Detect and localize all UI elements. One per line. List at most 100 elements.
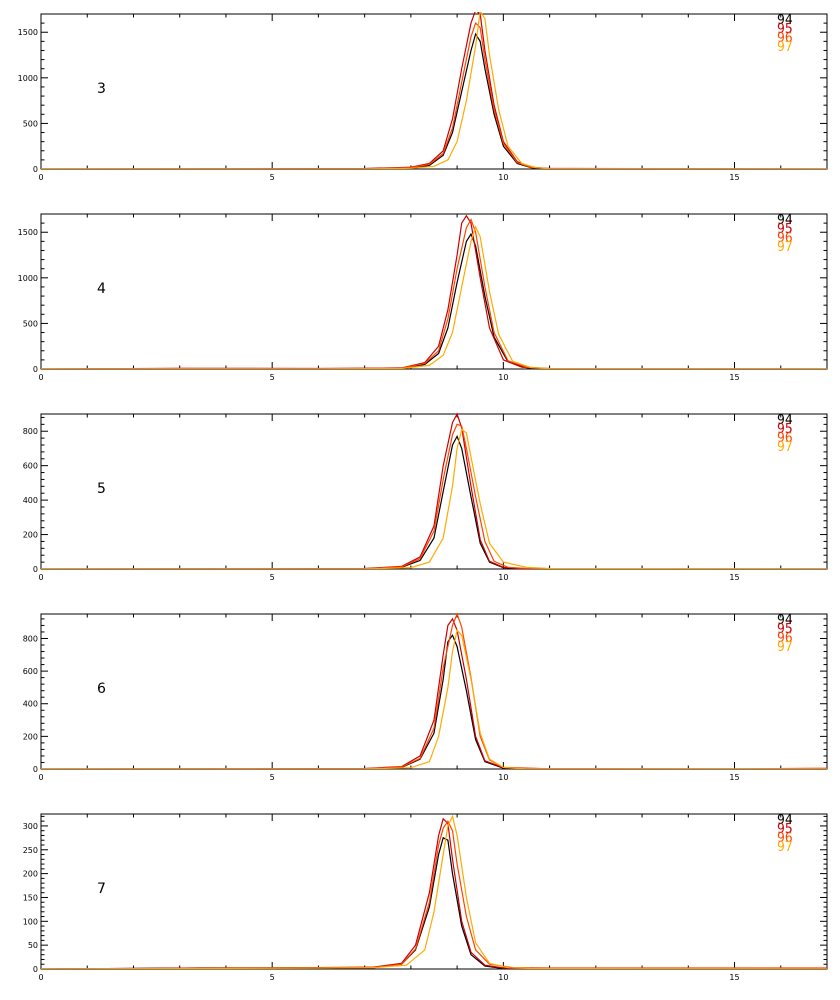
legend-entry-97: 97	[777, 40, 793, 55]
panel-label: 3	[97, 81, 106, 97]
legend-entry-96: 96	[777, 831, 793, 846]
legend-entry-95: 95	[777, 422, 793, 437]
x-tick-label: 10	[498, 773, 508, 782]
x-tick-label: 5	[270, 973, 275, 982]
y-tick-label: 200	[23, 531, 38, 540]
x-tick-label: 5	[270, 573, 275, 582]
y-tick-label: 0	[33, 965, 38, 974]
x-tick-label: 0	[38, 773, 43, 782]
panel-label: 7	[97, 881, 106, 897]
series-line-97	[41, 12, 827, 169]
legend-entry-97: 97	[777, 240, 793, 255]
x-tick-label: 10	[498, 173, 508, 182]
x-tick-label: 15	[729, 573, 739, 582]
x-tick-label: 0	[38, 573, 43, 582]
y-tick-label: 0	[33, 365, 38, 374]
series-line-95	[41, 12, 827, 169]
y-tick-label: 600	[23, 462, 38, 471]
series-line-96	[41, 423, 827, 569]
legend-entry-94: 94	[777, 213, 793, 228]
y-tick-label: 0	[33, 565, 38, 574]
series-line-95	[41, 412, 827, 569]
y-tick-label: 150	[23, 893, 38, 902]
series-line-97	[41, 814, 827, 969]
x-tick-label: 15	[729, 173, 739, 182]
legend-entry-95: 95	[777, 622, 793, 637]
series-line-95	[41, 817, 827, 969]
x-tick-label: 0	[38, 373, 43, 382]
legend-entry-94: 94	[777, 13, 793, 28]
series-line-94	[41, 434, 827, 569]
x-tick-label: 15	[729, 973, 739, 982]
legend-entry-96: 96	[777, 631, 793, 646]
series-line-97	[41, 629, 827, 769]
legend-entry-94: 94	[777, 413, 793, 428]
y-tick-label: 300	[23, 822, 38, 831]
legend-entry-95: 95	[777, 22, 793, 37]
y-tick-label: 800	[23, 634, 38, 643]
legend-entry-97: 97	[777, 640, 793, 655]
series-line-94	[41, 836, 827, 969]
y-tick-label: 250	[23, 846, 38, 855]
legend-entry-97: 97	[777, 840, 793, 855]
y-tick-label: 200	[23, 732, 38, 741]
plot-frame	[40, 813, 828, 970]
x-tick-label: 10	[498, 373, 508, 382]
panel-label: 6	[97, 681, 106, 697]
y-tick-label: 100	[23, 917, 38, 926]
x-tick-label: 10	[498, 573, 508, 582]
series-line-97	[41, 225, 827, 369]
series-line-94	[41, 32, 827, 169]
y-tick-label: 500	[23, 319, 38, 328]
series-line-97	[41, 428, 827, 569]
legend-entry-96: 96	[777, 431, 793, 446]
y-tick-label: 1000	[18, 274, 38, 283]
y-tick-label: 1000	[18, 74, 38, 83]
plot-frame	[40, 613, 828, 770]
x-tick-label: 5	[270, 773, 275, 782]
x-tick-label: 5	[270, 373, 275, 382]
legend-entry-94: 94	[777, 813, 793, 828]
series-line-95	[41, 214, 827, 369]
legend-entry-94: 94	[777, 613, 793, 628]
plot-frame	[40, 213, 828, 370]
x-tick-label: 5	[270, 173, 275, 182]
series-line-94	[41, 232, 827, 369]
y-tick-label: 400	[23, 496, 38, 505]
y-tick-label: 200	[23, 870, 38, 879]
legend-entry-95: 95	[777, 822, 793, 837]
legend-entry-97: 97	[777, 440, 793, 455]
panel-label: 5	[97, 481, 106, 497]
x-tick-label: 0	[38, 173, 43, 182]
series-line-96	[41, 819, 827, 969]
y-tick-label: 500	[23, 119, 38, 128]
panel-label: 4	[97, 281, 106, 297]
y-tick-label: 0	[33, 165, 38, 174]
x-tick-label: 15	[729, 373, 739, 382]
legend-entry-96: 96	[777, 231, 793, 246]
legend-entry-96: 96	[777, 31, 793, 46]
plot-frame	[40, 413, 828, 570]
y-tick-label: 400	[23, 700, 38, 709]
y-tick-label: 1500	[18, 228, 38, 237]
x-tick-label: 10	[498, 973, 508, 982]
y-tick-label: 800	[23, 427, 38, 436]
series-line-95	[41, 617, 827, 769]
series-line-96	[41, 218, 827, 369]
y-tick-label: 50	[28, 941, 38, 950]
y-tick-label: 600	[23, 667, 38, 676]
x-tick-label: 0	[38, 973, 43, 982]
series-line-96	[41, 612, 827, 769]
y-tick-label: 0	[33, 765, 38, 774]
legend-entry-95: 95	[777, 222, 793, 237]
series-line-96	[41, 21, 827, 169]
x-tick-label: 15	[729, 773, 739, 782]
y-tick-label: 1500	[18, 28, 38, 37]
plot-frame	[40, 13, 828, 170]
